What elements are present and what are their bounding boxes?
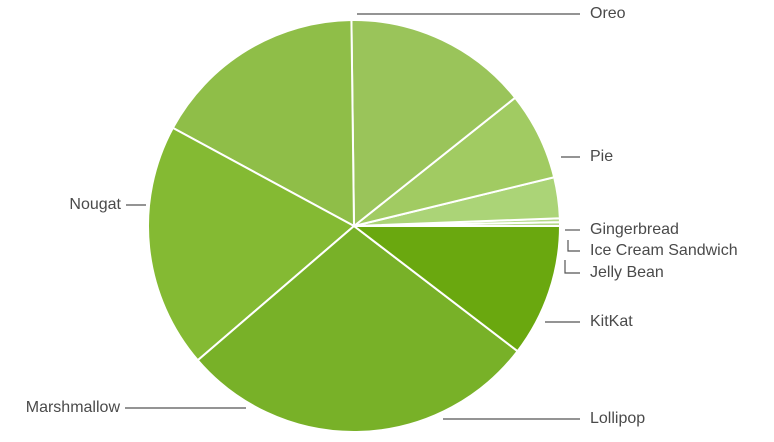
slice-label-marshmallow: Marshmallow [26,399,121,416]
slice-label-kitkat: KitKat [590,313,633,330]
pie-slice-pie [351,225,562,353]
slice-label-jelly-bean: Jelly Bean [590,264,664,281]
pie-slice-lollipop [350,19,517,229]
leader-line-jelly-bean [564,260,580,274]
slice-label-lollipop: Lollipop [590,410,645,427]
slice-label-nougat: Nougat [69,196,121,213]
slice-label-gingerbread: Gingerbread [590,221,679,238]
slice-label-pie: Pie [590,148,613,165]
leader-line-ice-cream-sandwich [567,240,580,252]
slice-label-ice-cream-sandwich: Ice Cream Sandwich [590,242,738,259]
pie-slice-oreo [196,224,519,433]
pie-slice-marshmallow [171,19,356,228]
slice-label-oreo: Oreo [590,5,626,22]
pie-slice-nougat [147,126,356,362]
